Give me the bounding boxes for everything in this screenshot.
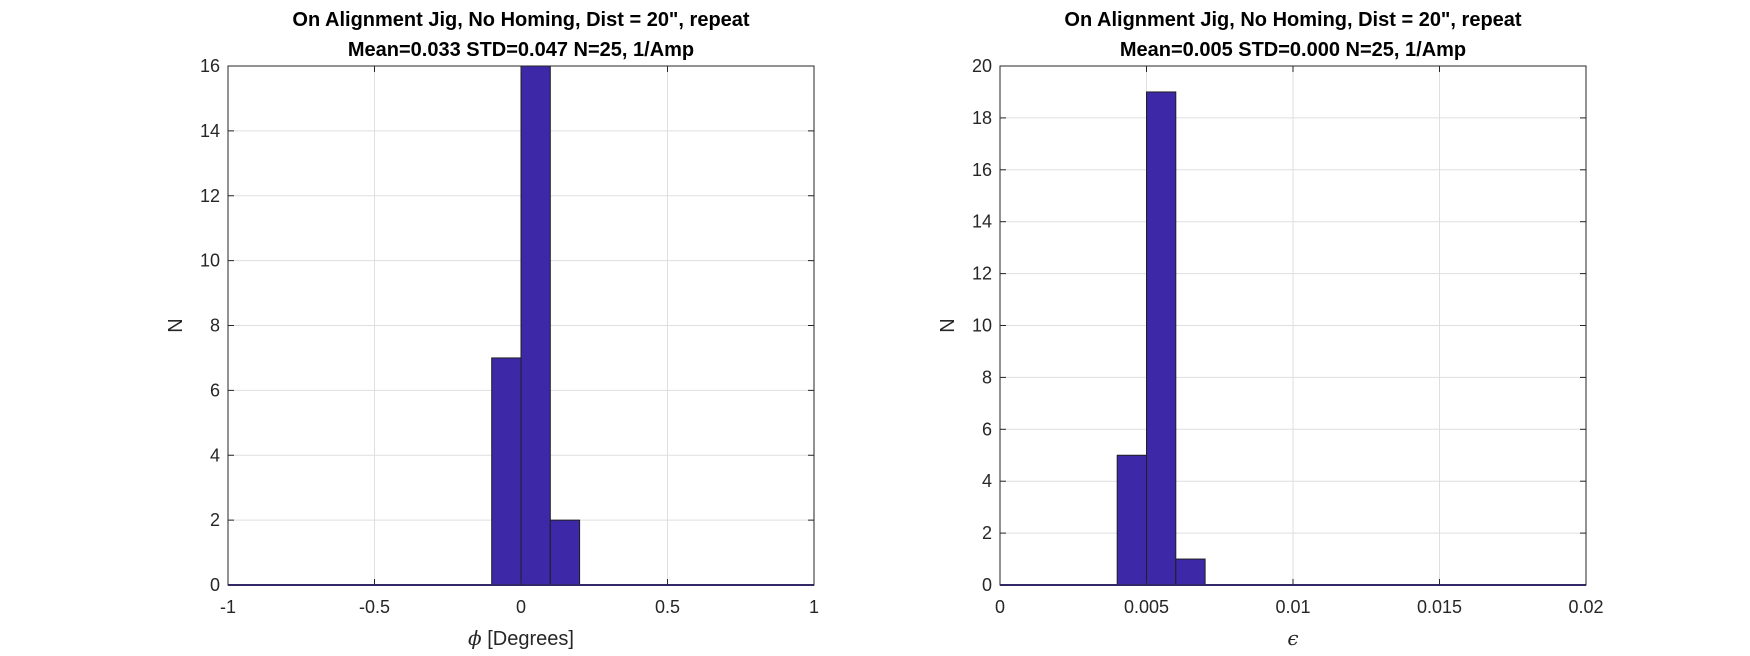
- y-tick-label: 20: [972, 56, 992, 76]
- y-tick-label: 8: [210, 316, 220, 336]
- y-tick-label: 4: [982, 471, 992, 491]
- x-tick-label: 0.005: [1124, 597, 1169, 617]
- y-tick-label: 4: [210, 445, 220, 465]
- y-axis-label: N: [937, 318, 959, 332]
- x-axis-label: ϕ [Degrees]: [468, 626, 574, 650]
- x-tick-label: 0: [995, 597, 1005, 617]
- chart-subtitle: Mean=0.033 STD=0.047 N=25, 1/Amp: [348, 39, 694, 61]
- y-tick-label: 10: [200, 251, 220, 271]
- y-tick-label: 16: [972, 160, 992, 180]
- y-tick-label: 0: [982, 575, 992, 595]
- x-axis-unit: [Degrees]: [482, 628, 574, 650]
- y-tick-label: 14: [200, 121, 220, 141]
- y-tick-label: 12: [200, 186, 220, 206]
- y-tick-label: 2: [982, 523, 992, 543]
- y-tick-label: 6: [210, 380, 220, 400]
- histogram-bar: [520, 65, 551, 586]
- histogram-bar: [1175, 558, 1206, 586]
- histogram-bar: [491, 357, 522, 586]
- x-tick-label: 0.015: [1417, 597, 1462, 617]
- chart-title: On Alignment Jig, No Homing, Dist = 20",…: [1064, 9, 1521, 31]
- y-tick-label: 10: [972, 316, 992, 336]
- x-axis-label: ϵ: [1287, 626, 1298, 650]
- y-tick-label: 18: [972, 108, 992, 128]
- y-tick-label: 14: [972, 212, 992, 232]
- y-tick-label: 12: [972, 264, 992, 284]
- y-tick-label: 8: [982, 367, 992, 387]
- x-tick-label: -1: [220, 597, 236, 617]
- y-tick-label: 16: [200, 56, 220, 76]
- x-tick-label: 0.02: [1568, 597, 1603, 617]
- x-axis-symbol: ϵ: [1287, 626, 1298, 650]
- x-tick-label: 0: [516, 597, 526, 617]
- chart-title: On Alignment Jig, No Homing, Dist = 20",…: [292, 9, 749, 31]
- histogram-bar: [549, 519, 581, 586]
- x-tick-label: -0.5: [359, 597, 390, 617]
- x-tick-label: 0.01: [1275, 597, 1310, 617]
- x-axis-symbol: ϕ: [468, 626, 482, 650]
- y-axis-label: N: [165, 318, 187, 332]
- x-tick-label: 1: [809, 597, 819, 617]
- y-tick-label: 6: [982, 419, 992, 439]
- chart-subtitle: Mean=0.005 STD=0.000 N=25, 1/Amp: [1120, 39, 1466, 61]
- y-tick-label: 2: [210, 510, 220, 530]
- histogram-panel-2: 0 0.005 0.01 0.015 0.02 0 2 4 6 8 10 12 14 16 18 20 On A…: [937, 9, 1604, 650]
- histogram-bar: [1116, 454, 1147, 586]
- histogram-bar: [1146, 91, 1177, 586]
- y-tick-label: 0: [210, 575, 220, 595]
- x-tick-label: 0.5: [655, 597, 680, 617]
